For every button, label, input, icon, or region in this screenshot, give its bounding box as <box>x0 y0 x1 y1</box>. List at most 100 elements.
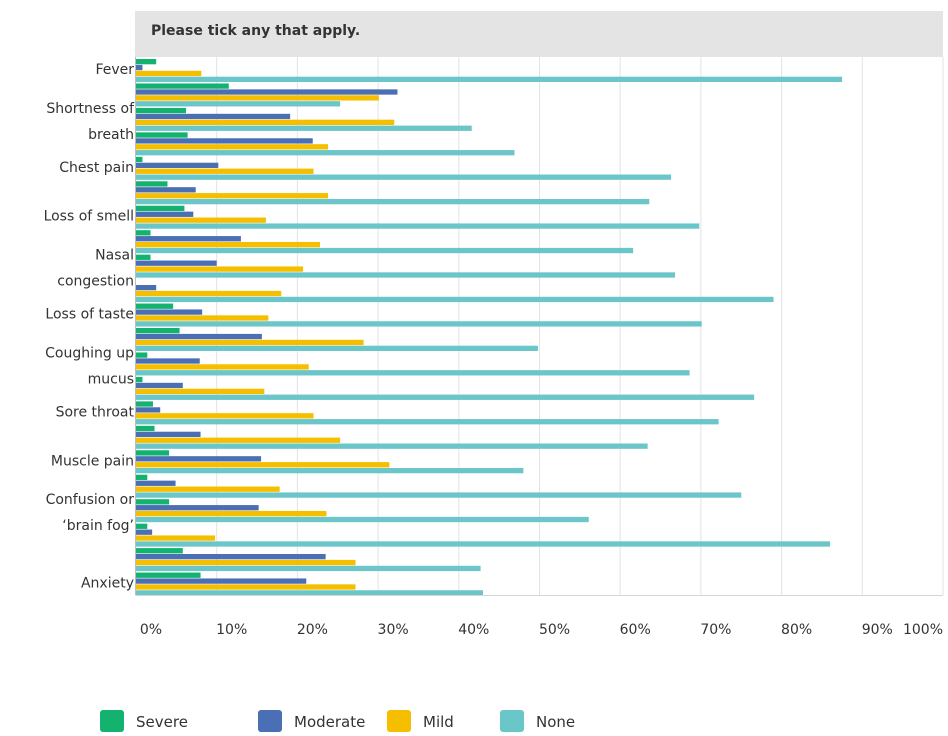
bar-mild <box>136 462 390 468</box>
x-tick-label: 100% <box>903 622 943 638</box>
bar-severe <box>136 328 180 334</box>
x-tick-label: 40% <box>458 622 489 638</box>
bar-severe <box>136 499 170 505</box>
bar-moderate <box>136 529 153 535</box>
bar-none <box>136 223 700 229</box>
bar-severe <box>136 205 185 212</box>
bar-severe <box>136 181 168 187</box>
bar-moderate <box>136 407 161 413</box>
category-label: congestion <box>57 274 134 290</box>
bar-mild <box>136 266 304 272</box>
legend-label: None <box>536 713 576 731</box>
bar-none <box>136 76 843 82</box>
category-label: Sore throat <box>56 404 135 420</box>
category-label: ‘brain fog’ <box>62 518 134 534</box>
bar-mild <box>136 290 282 297</box>
bar-moderate <box>136 456 262 462</box>
bar-severe <box>136 376 143 383</box>
bar-mild <box>136 584 356 590</box>
bar-moderate <box>136 382 183 389</box>
bar-none <box>136 345 538 351</box>
category-labels: Fever Shortness of breath Chest pain Loss of… <box>44 62 136 592</box>
bar-severe <box>136 107 187 114</box>
bar-mild <box>136 315 269 321</box>
bar-chart: Fever Shortness of breath Chest pain Loss of… <box>44 57 944 638</box>
x-tick-label: 0% <box>140 622 162 638</box>
bar-mild <box>136 510 327 517</box>
x-tick-label: 50% <box>539 622 570 638</box>
bar-mild <box>136 241 320 248</box>
bar-none <box>136 419 719 425</box>
bar-moderate <box>136 260 217 266</box>
bar-severe <box>136 156 143 163</box>
category-label: breath <box>88 127 134 143</box>
bar-moderate <box>136 553 326 560</box>
bar-none <box>136 321 702 327</box>
bar-moderate <box>136 236 241 242</box>
bar-none <box>136 150 515 156</box>
category-label: Fever <box>95 62 134 78</box>
x-tick-label: 80% <box>781 622 812 638</box>
bar-moderate <box>136 431 201 438</box>
bar-moderate <box>136 480 176 486</box>
bar-none <box>136 125 472 131</box>
bar-none <box>136 198 650 205</box>
bar-mild <box>136 535 216 541</box>
category-label: mucus <box>88 371 134 387</box>
bar-none <box>136 467 524 474</box>
bar-moderate <box>136 138 313 144</box>
bar-none <box>136 394 755 400</box>
bar-moderate <box>136 187 196 193</box>
legend-swatch <box>100 710 124 732</box>
bar-severe <box>136 230 151 236</box>
x-tick-label: 10% <box>216 622 247 638</box>
bar-none <box>136 443 648 449</box>
bar-severe <box>136 523 148 529</box>
category-label: Nasal <box>95 248 134 264</box>
bar-none <box>136 174 672 180</box>
category-label: Confusion or <box>46 492 135 508</box>
bar-severe <box>136 425 155 432</box>
category-label: Muscle pain <box>51 453 134 469</box>
legend-swatch <box>387 710 411 732</box>
bar-mild <box>136 486 280 492</box>
category-label: Chest pain <box>59 160 134 176</box>
bar-none <box>136 370 690 376</box>
bar-mild <box>136 559 356 566</box>
bar-moderate <box>136 89 398 95</box>
bar-mild <box>136 95 379 101</box>
category-label: Anxiety <box>81 576 134 592</box>
category-label: Shortness of <box>46 101 135 117</box>
bar-severe <box>136 59 157 65</box>
x-tick-label: 20% <box>297 622 328 638</box>
bar-severe <box>136 474 148 481</box>
bar-severe <box>136 572 201 578</box>
bar-mild <box>136 364 309 370</box>
bar-moderate <box>136 211 194 217</box>
legend-label: Severe <box>136 713 188 731</box>
instruction-banner: Please tick any that apply. <box>135 11 943 57</box>
bar-mild <box>136 193 329 199</box>
bar-mild <box>136 119 395 126</box>
bar-mild <box>136 413 314 419</box>
bar-none <box>136 565 481 572</box>
bar-moderate <box>136 309 203 315</box>
bar-severe <box>136 254 151 260</box>
x-tick-label: 30% <box>378 622 409 638</box>
legend-swatch <box>258 710 282 732</box>
bar-severe <box>136 303 174 309</box>
legend-swatch <box>500 710 524 732</box>
x-tick-labels: 0% 10% 20% 30% 40% 50% 60% 70% 80% 90% 100% <box>140 622 943 638</box>
legend-label: Mild <box>423 713 454 731</box>
bar-moderate <box>136 64 143 71</box>
x-tick-label: 70% <box>700 622 731 638</box>
bar-mild <box>136 168 314 174</box>
bar-none <box>136 516 589 523</box>
bar-severe <box>136 450 170 456</box>
bar-mild <box>136 70 202 77</box>
bar-severe <box>136 401 153 407</box>
bar-mild <box>136 388 265 395</box>
chart-axis <box>135 57 943 596</box>
bar-none <box>136 492 742 498</box>
bar-severe <box>136 352 148 358</box>
